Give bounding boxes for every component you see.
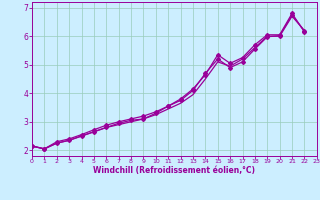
X-axis label: Windchill (Refroidissement éolien,°C): Windchill (Refroidissement éolien,°C) [93, 166, 255, 175]
